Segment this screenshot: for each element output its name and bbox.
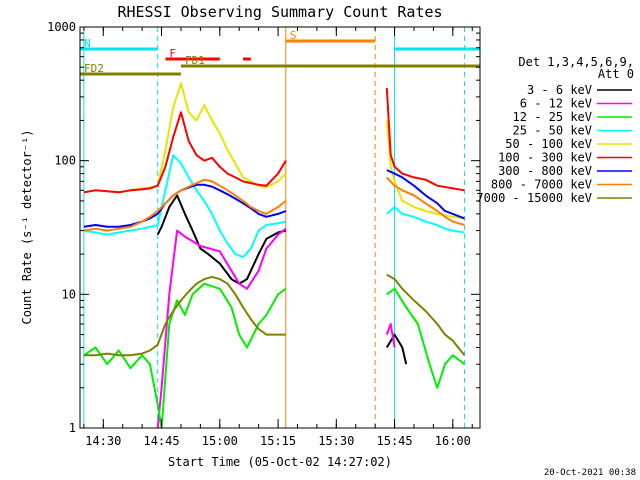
plot-area: N F FD1 FD2 S <box>79 26 481 429</box>
legend-label: 100 - 300 keV <box>498 151 592 165</box>
x-axis: 14:30 14:45 15:00 15:15 15:30 15:45 16:00 <box>83 27 473 448</box>
x-tick-label: 14:30 <box>85 434 121 448</box>
x-tick-label: 15:00 <box>202 434 238 448</box>
y-tick-label: 100 <box>54 154 76 168</box>
flag-label: S <box>290 29 297 42</box>
plot-frame <box>79 26 481 429</box>
series-line <box>386 169 465 220</box>
flag-label: FD2 <box>84 62 104 75</box>
y-axis: 1 10 100 1000 <box>47 20 480 435</box>
chart-title: RHESSI Observing Summary Count Rates <box>117 3 442 21</box>
series-line <box>385 323 396 348</box>
series-line <box>386 176 465 226</box>
legend-label: 12 - 25 keV <box>513 110 592 124</box>
x-tick-label: 15:15 <box>260 434 296 448</box>
series-line <box>83 178 287 232</box>
legend-title-line-2: Att 0 <box>598 67 634 81</box>
flag-label: F <box>169 47 176 60</box>
mode-markers <box>83 27 465 428</box>
legend-label: 300 - 800 keV <box>498 164 592 178</box>
flag-label: FD1 <box>185 54 205 67</box>
legend-label: 50 - 100 keV <box>505 137 592 151</box>
x-tick-label: 15:30 <box>318 434 354 448</box>
legend-label: 6 - 12 keV <box>520 97 592 111</box>
series-line <box>156 194 287 285</box>
series-line <box>385 87 465 192</box>
x-tick-label: 16:00 <box>435 434 471 448</box>
series-line <box>386 287 466 389</box>
y-tick-label: 10 <box>62 287 76 301</box>
series-line <box>156 227 287 429</box>
series-line <box>83 282 287 429</box>
legend-label: 25 - 50 keV <box>513 124 592 138</box>
y-tick-label: 1 <box>69 421 76 435</box>
y-tick-label: 1000 <box>47 20 76 34</box>
legend-label: 7000 - 15000 keV <box>476 191 592 205</box>
data-series <box>83 82 466 429</box>
series-line <box>385 333 408 365</box>
x-axis-label: Start Time (05-Oct-02 14:27:02) <box>168 455 392 469</box>
series-line <box>83 275 286 357</box>
series-line <box>386 206 465 234</box>
legend-label: 3 - 6 keV <box>527 83 592 97</box>
flag-bars: N F FD1 FD2 S <box>80 29 480 76</box>
timestamp: 20-Oct-2021 00:38 <box>544 468 636 478</box>
x-tick-label: 14:45 <box>143 434 179 448</box>
series-line <box>386 273 466 356</box>
series-line <box>83 111 287 194</box>
series-line <box>83 183 287 228</box>
flag-label: N <box>84 37 91 50</box>
legend-title-line-1: Det 1,3,4,5,6,9, <box>518 55 634 69</box>
legend-label: 800 - 7000 keV <box>491 178 592 192</box>
x-tick-label: 15:45 <box>377 434 413 448</box>
y-axis-label: Count Rate (s⁻¹ detector⁻¹) <box>20 129 34 324</box>
